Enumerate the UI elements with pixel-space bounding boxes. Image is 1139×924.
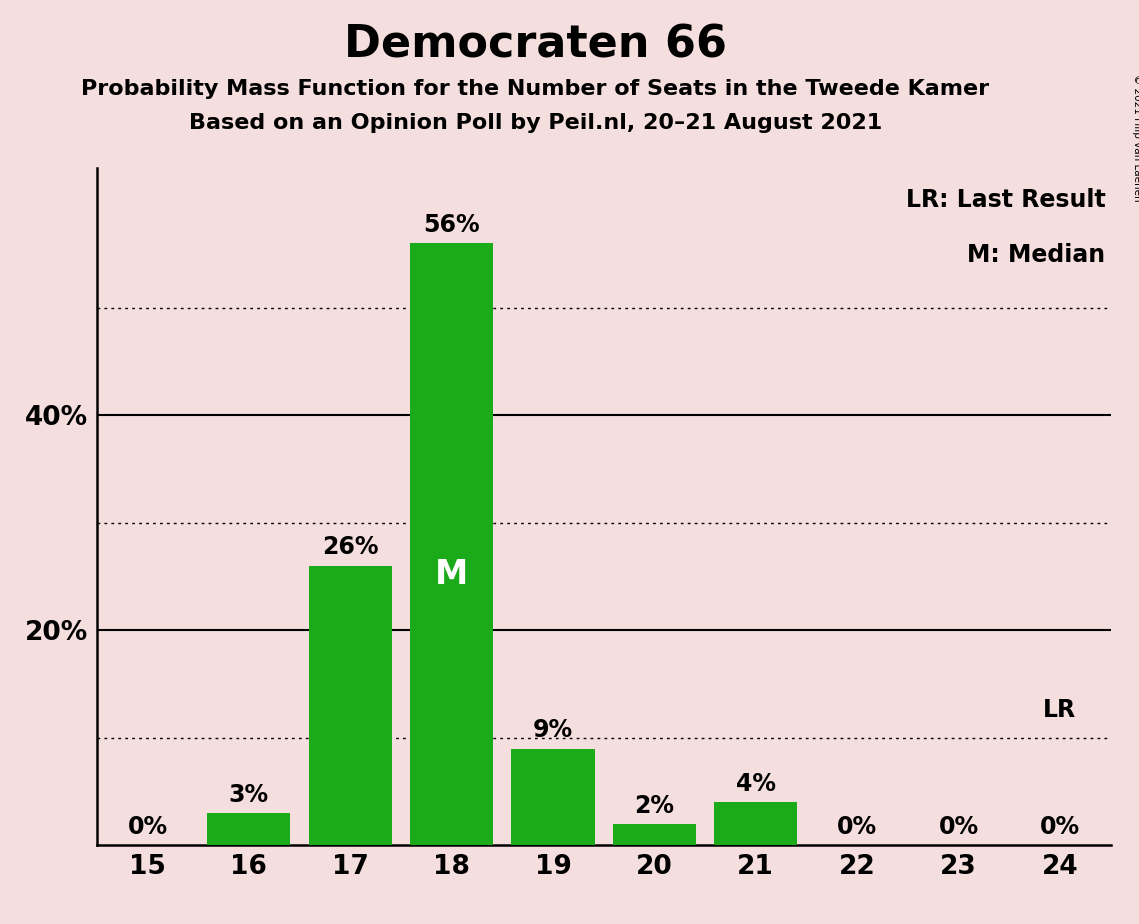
Text: Based on an Opinion Poll by Peil.nl, 20–21 August 2021: Based on an Opinion Poll by Peil.nl, 20–…	[189, 113, 882, 133]
Bar	[714, 802, 797, 845]
Bar	[511, 748, 595, 845]
Text: 2%: 2%	[634, 794, 674, 818]
Text: 9%: 9%	[533, 718, 573, 742]
Text: 26%: 26%	[322, 536, 378, 560]
Text: 0%: 0%	[1040, 815, 1080, 839]
Text: 3%: 3%	[229, 783, 269, 807]
Text: LR: LR	[1043, 698, 1076, 722]
Text: 56%: 56%	[424, 213, 480, 237]
Text: 0%: 0%	[939, 815, 978, 839]
Text: Probability Mass Function for the Number of Seats in the Tweede Kamer: Probability Mass Function for the Number…	[81, 79, 990, 99]
Text: 0%: 0%	[128, 815, 167, 839]
Bar	[207, 813, 290, 845]
Bar	[410, 243, 493, 845]
Text: © 2021 Filip van Laenen: © 2021 Filip van Laenen	[1132, 74, 1139, 201]
Text: LR: Last Result: LR: Last Result	[906, 188, 1106, 213]
Text: M: Median: M: Median	[967, 243, 1106, 267]
Bar	[309, 565, 392, 845]
Text: Democraten 66: Democraten 66	[344, 23, 727, 67]
Text: 0%: 0%	[837, 815, 877, 839]
Bar	[613, 824, 696, 845]
Text: 4%: 4%	[736, 772, 776, 796]
Text: M: M	[435, 558, 468, 591]
